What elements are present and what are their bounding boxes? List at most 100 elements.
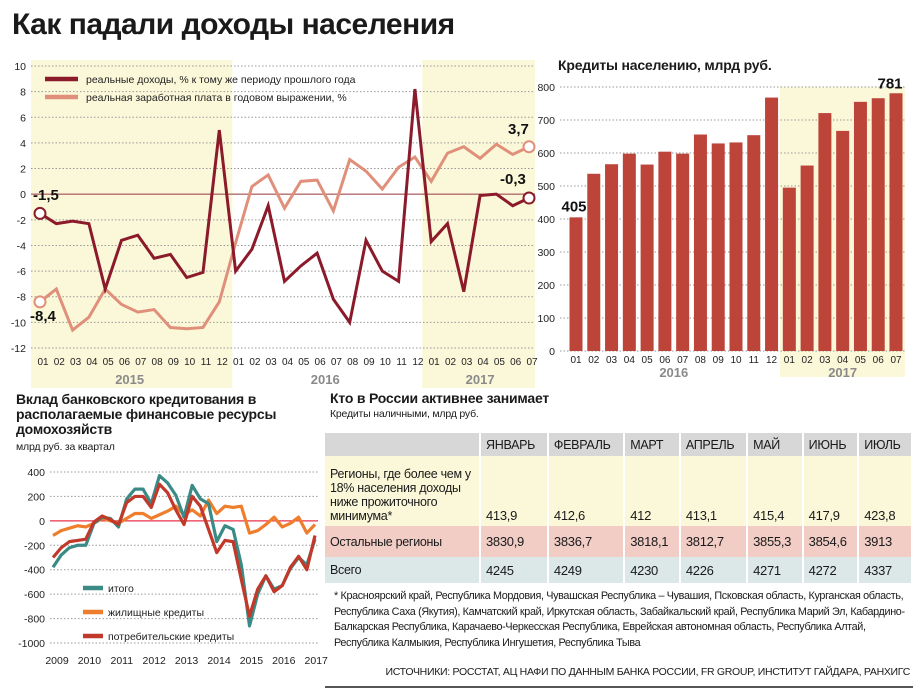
table-cell: 3836,7 — [547, 526, 626, 557]
x-tick-label: 01 — [233, 357, 245, 368]
table-cell: 412 — [624, 456, 681, 526]
y-tick-label: -2 — [17, 215, 26, 227]
x-tick-label: 10 — [380, 357, 392, 368]
table-cell: 4271 — [747, 557, 804, 583]
table-subtitle: Кредиты наличными, млрд руб. — [330, 408, 479, 420]
bar — [836, 130, 850, 351]
lending-chart-unit: млрд руб. за квартал — [16, 441, 115, 453]
y-tick-label: -8 — [17, 292, 26, 304]
y-tick-label: 0 — [39, 516, 45, 528]
x-tick-label: 02 — [249, 357, 261, 368]
y-tick-label: 0 — [549, 346, 555, 358]
x-tick-label: 07 — [677, 355, 689, 366]
data-label: -1,5 — [33, 187, 59, 204]
x-tick-label: 02 — [445, 357, 457, 368]
endpoint-marker — [33, 295, 47, 309]
table-cell: 4226 — [679, 557, 749, 583]
column-header: ИЮЛЬ — [858, 433, 913, 456]
x-tick-label: 05 — [494, 357, 506, 368]
table-cell: 4337 — [858, 557, 913, 583]
table-cell: 423,8 — [858, 456, 913, 526]
x-tick-label: 06 — [659, 355, 671, 366]
legend-label: реальные доходы, % к тому же периоду про… — [86, 74, 356, 86]
main-title: Как падали доходы населения — [12, 8, 455, 41]
year-label: 2017 — [466, 372, 495, 387]
x-tick-label: 12 — [766, 355, 778, 366]
header-blank — [325, 433, 481, 456]
table-cell: 3818,1 — [624, 526, 681, 557]
y-tick-label: 10 — [14, 61, 26, 73]
x-tick-label: 01 — [37, 357, 49, 368]
bar — [853, 101, 867, 351]
y-tick-label: 0 — [20, 189, 26, 201]
loans-bar-chart: 800 700 600 500 400 300 200 100 0 01 02 03 04 05 06 07 0… — [537, 75, 905, 380]
bar — [587, 173, 601, 351]
x-tick-label: 03 — [461, 357, 473, 368]
table-cell: 3913 — [858, 526, 913, 557]
x-tick-label: 03 — [266, 357, 278, 368]
table-cell: 4249 — [547, 557, 626, 583]
year-label: 2016 — [659, 365, 688, 380]
table-row: Всего 4245 4249 4230 4226 4271 4272 4337 — [325, 557, 913, 583]
table-cell: 4272 — [802, 557, 860, 583]
row-label: Всего — [325, 557, 481, 583]
year-label: 2017 — [828, 365, 857, 380]
x-tick-label: 02 — [588, 355, 600, 366]
y-tick-label: -12 — [11, 343, 26, 355]
x-tick-label: 11 — [749, 355, 760, 366]
column-header: ФЕВРАЛЬ — [547, 433, 626, 456]
x-tick-label: 10 — [730, 355, 742, 366]
y-tick-label: 400 — [537, 214, 555, 226]
series-line-1 — [39, 142, 530, 333]
table-cell: 4245 — [480, 557, 549, 583]
data-label: -0,3 — [500, 171, 526, 188]
y-tick-label: -4 — [17, 240, 26, 252]
y-tick-label: -200 — [24, 540, 45, 552]
bar — [747, 135, 761, 351]
x-tick-label: 05 — [855, 355, 867, 366]
table-cell: 3830,9 — [480, 526, 549, 557]
endpoint-marker — [522, 140, 536, 154]
bar — [871, 98, 885, 351]
bar — [569, 217, 583, 351]
x-tick-label: 05 — [298, 357, 310, 368]
endpoint-marker — [522, 191, 536, 205]
x-tick-label: 08 — [695, 355, 707, 366]
y-tick-label: -800 — [24, 614, 45, 626]
y-tick-label: 700 — [537, 115, 555, 127]
table-cell: 412,6 — [547, 456, 626, 526]
x-tick-label: 2015 — [240, 655, 264, 667]
legend-label: потребительские кредиты — [108, 631, 234, 643]
x-tick-label: 04 — [282, 357, 294, 368]
y-tick-label: 4 — [20, 138, 26, 150]
y-tick-label: 600 — [537, 148, 555, 160]
bar — [889, 93, 903, 352]
series-line — [51, 474, 317, 628]
x-tick-label: 2009 — [45, 655, 69, 667]
bar — [605, 164, 619, 351]
table-cell: 413,9 — [480, 456, 549, 526]
bar — [658, 151, 672, 351]
data-label: -8,4 — [30, 308, 57, 325]
year-band-2015 — [31, 60, 233, 388]
x-tick-label: 01 — [570, 355, 582, 366]
legend-label: итого — [108, 583, 134, 595]
x-tick-label: 2010 — [78, 655, 102, 667]
x-tick-label: 09 — [363, 357, 375, 368]
y-tick-label: -10 — [11, 317, 26, 329]
x-tick-label: 2014 — [207, 655, 231, 667]
table-cell: 413,1 — [679, 456, 749, 526]
x-tick-label: 10 — [184, 357, 196, 368]
y-tick-label: 500 — [537, 181, 555, 193]
table-footnote: * Красноярский край, Республика Мордовия… — [334, 590, 905, 649]
bar — [800, 165, 814, 351]
data-label: 3,7 — [508, 121, 529, 138]
y-tick-label: 400 — [27, 467, 45, 479]
x-tick-label: 04 — [478, 357, 490, 368]
bar — [622, 153, 636, 351]
bar — [765, 97, 779, 351]
column-header: ИЮНЬ — [802, 433, 860, 456]
income-line-chart: 2015 2016 2017 10 8 6 4 2 0 -2 -4 -6 -8 -10 -12 01 02 03 0… — [11, 60, 538, 388]
series-line-0 — [39, 88, 530, 327]
